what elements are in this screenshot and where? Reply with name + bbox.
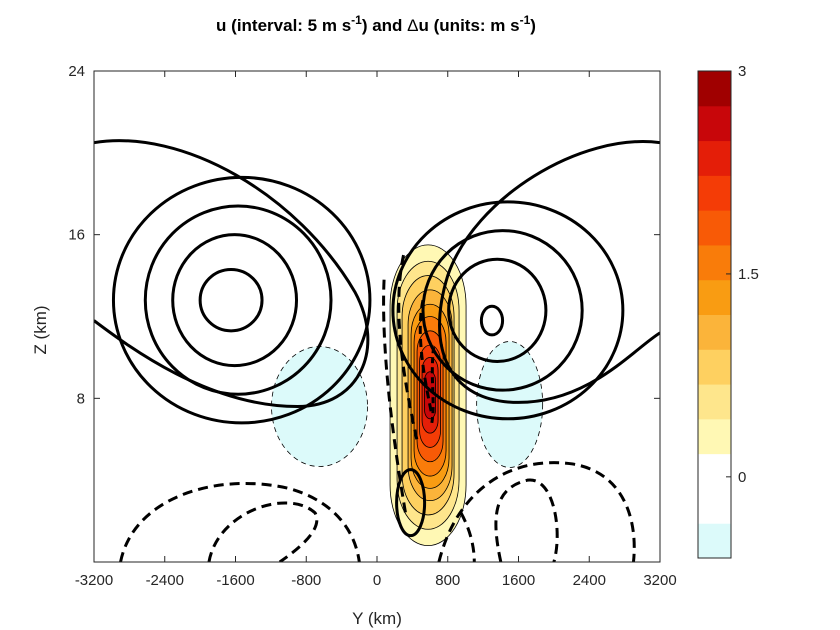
x-axis-title: Y (km) xyxy=(352,609,402,628)
colorbar-tick-label: 0 xyxy=(738,469,746,486)
colorbar-segment-8 xyxy=(698,244,731,281)
y-tick-labels: 24 16 8 xyxy=(68,63,85,407)
colorbar-segment-2 xyxy=(698,453,731,489)
u-contour-lower-center xyxy=(459,512,476,562)
u-contour-right-3 xyxy=(421,229,584,392)
x-tick-label: 1600 xyxy=(502,572,535,589)
x-tick-label: 2400 xyxy=(573,572,606,589)
title-sup-2: -1 xyxy=(520,13,531,27)
u-contour-right-1 xyxy=(479,304,505,337)
y-tick-label: 16 xyxy=(68,227,85,244)
u-contour-right-outer xyxy=(438,140,660,404)
colorbar-segment-11 xyxy=(698,140,731,176)
colorbar-segment-6 xyxy=(698,314,731,350)
u-contour-left-outer xyxy=(94,139,370,409)
x-tick-label: 800 xyxy=(435,572,460,589)
x-tick-label: 3200 xyxy=(643,572,676,589)
u-contour-center-dashed-4 xyxy=(430,347,436,424)
x-tick-labels: -3200 -2400 -1600 -800 0 800 1600 2400 3200 xyxy=(75,572,677,589)
colorbar-tick-labels: 31.50 xyxy=(738,63,759,486)
colorbar-segment-9 xyxy=(698,210,731,246)
colorbar-segment-7 xyxy=(698,279,731,315)
colorbar-segment-4 xyxy=(698,384,731,420)
colorbar-segment-1 xyxy=(698,488,731,524)
u-contour-lower-right-inner xyxy=(494,478,559,562)
colorbar-segment-13 xyxy=(698,71,731,107)
title-delta-symbol: Δ xyxy=(407,16,418,35)
u-contour-center-dashed-2 xyxy=(397,254,419,440)
delta-u-fills xyxy=(271,244,544,547)
title-part-3: u (units: m s xyxy=(419,16,520,35)
y-axis-title: Z (km) xyxy=(31,305,50,354)
u-contour-center-loop xyxy=(395,468,427,538)
colorbar-segment-12 xyxy=(698,105,731,142)
u-contour-lower-left-inner xyxy=(207,501,319,562)
colorbar xyxy=(697,70,732,559)
colorbar-segment-0 xyxy=(698,523,731,559)
colorbar-frame xyxy=(697,70,732,559)
x-tick-label: -1600 xyxy=(216,572,254,589)
colorbar-segment-3 xyxy=(698,418,731,455)
plot-frame xyxy=(93,70,661,563)
u-contour-left-2 xyxy=(171,233,299,368)
y-tick-label: 24 xyxy=(68,63,85,80)
delta-u-negative-lobe-right xyxy=(476,341,544,468)
colorbar-segment-10 xyxy=(698,175,731,211)
x-tick-label: -3200 xyxy=(75,572,113,589)
u-contour-right-2 xyxy=(447,257,548,364)
y-tick-label: 8 xyxy=(77,390,85,407)
u-contour-left-3 xyxy=(143,204,333,396)
colorbar-segment-5 xyxy=(698,349,731,385)
title-part-2: ) and xyxy=(362,16,407,35)
axis-ticks xyxy=(93,70,661,562)
chart-title: u (interval: 5 m s-1) and Δu (units: m s… xyxy=(216,13,536,35)
u-contour-lower-right-outer xyxy=(437,461,636,562)
u-contour-lower-left-outer xyxy=(119,481,361,562)
colorbar-tick-label: 3 xyxy=(738,63,746,80)
title-sup-1: -1 xyxy=(351,13,362,27)
u-contour-left-1 xyxy=(198,267,264,333)
x-tick-label: -2400 xyxy=(146,572,184,589)
u-contour-center-dashed-1 xyxy=(382,279,408,518)
x-tick-label: -800 xyxy=(291,572,321,589)
u-contours xyxy=(94,139,660,562)
title-part-4: ) xyxy=(530,16,536,35)
x-tick-label: 0 xyxy=(373,572,381,589)
colorbar-tick-label: 1.5 xyxy=(738,266,759,283)
u-contour-center-dashed-3 xyxy=(418,299,434,415)
title-part-1: u (interval: 5 m s xyxy=(216,16,351,35)
u-contour-right-4 xyxy=(391,200,625,421)
